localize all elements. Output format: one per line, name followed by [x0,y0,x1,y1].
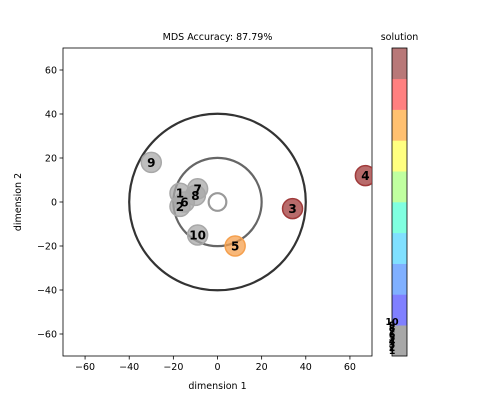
reference-circle [128,112,307,292]
y-tick-label: 0 [51,198,57,209]
y-tick-label: 60 [45,66,57,77]
colorbar-tick-label: 8 [389,324,396,335]
colorbar-tick-label: 5 [389,333,396,344]
colorbar-segment [392,109,407,141]
x-axis-label: dimension 1 [188,381,246,392]
data-point-label: 5 [231,240,239,254]
reference-circle [207,192,228,212]
colorbar-tick-label: 9 [389,320,396,331]
colorbar-segment [392,171,407,203]
colorbar-tick-label: 7 [389,327,396,338]
colorbar-tick-label: 3 [389,340,396,351]
y-axis-label: dimension 2 [13,173,24,231]
colorbar-tick-label: 6 [389,330,396,341]
x-tick-label: 40 [300,362,312,373]
colorbar-segment [392,48,407,80]
colorbar-tick-label: 1 [389,346,396,357]
colorbar-segment [392,294,407,326]
colorbar-segment [392,140,407,172]
data-point [186,224,209,246]
x-tick-label: −60 [75,362,95,373]
plot-area: −60 −40 −20 0 20 40 60 −60 −40 −20 0 20 40 60 12 3 4 5 678… [37,47,373,373]
y-tick-label: 40 [45,110,57,121]
data-point [354,164,372,187]
colorbar-tick-label: 10 [385,317,399,328]
colorbar-title: solution [381,32,419,43]
y-tick-label: 20 [45,154,57,165]
data-point-label: 2 [176,200,184,214]
data-point-label: 3 [288,202,296,216]
axes-frame [62,47,373,357]
colorbar-segment [392,325,407,357]
colorbar-tick-label: 2 [389,343,396,354]
colorbar-tick-label: 4 [389,336,396,347]
x-tick-label: 20 [256,362,268,373]
y-tick-label: −40 [37,286,57,297]
data-point-label: 10 [189,229,206,243]
chart-title: MDS Accuracy: 87.79% [163,32,273,43]
x-tick-label: 0 [214,362,220,373]
data-point [224,235,246,257]
colorbar-segment [392,78,407,110]
data-point-label: 6 [180,196,188,210]
colorbar-segment [392,263,407,295]
y-tick-label: −20 [37,242,57,253]
x-tick-label: 60 [344,362,356,373]
points-layer [140,151,372,257]
colorbar-frame [391,47,408,357]
x-tick-label: −40 [119,362,139,373]
data-point-label: 9 [147,156,155,170]
data-point [281,197,304,220]
y-tick-label: −60 [37,330,57,341]
data-point-label: 8 [191,189,199,203]
data-point-label: 4 [361,169,369,183]
data-point [184,184,207,207]
colorbar-segment [392,232,407,264]
data-point-label: 1 [176,187,184,201]
x-tick-label: −20 [163,362,183,373]
data-point [140,151,163,174]
colorbar-segment [392,202,407,234]
data-point-label: 7 [193,182,201,196]
